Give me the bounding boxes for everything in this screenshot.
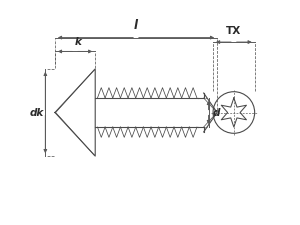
Text: dk: dk [30,108,44,117]
Text: k: k [75,37,82,47]
Text: l: l [134,19,138,32]
Text: TX: TX [226,27,242,36]
Text: d: d [212,108,220,117]
